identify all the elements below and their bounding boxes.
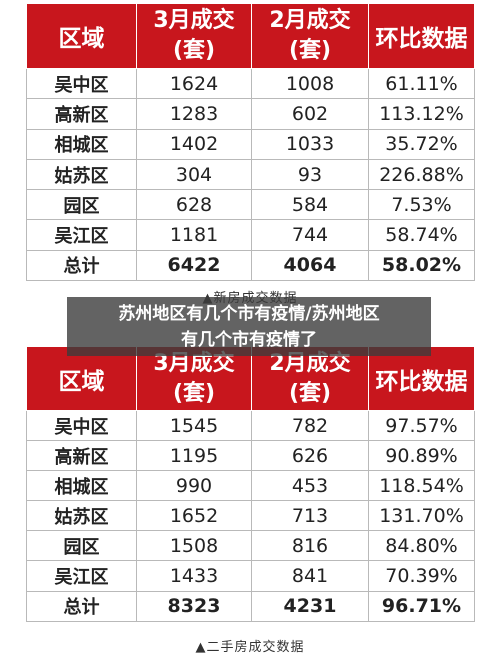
second-hand-house-table: 区域 3月成交 (套) 2月成交 (套) 环比数据 吴中区 1545 782 9… (26, 346, 475, 622)
march-total-cell: 8323 (136, 590, 252, 622)
table-row: 园区 1508 816 84.80% (26, 530, 475, 562)
march-cell: 1508 (136, 530, 252, 562)
district-cell: 相城区 (26, 128, 137, 160)
district-cell: 吴江区 (26, 219, 137, 251)
change-cell: 70.39% (368, 560, 475, 592)
district-cell: 高新区 (26, 440, 137, 472)
march-cell: 1545 (136, 409, 252, 442)
february-cell: 584 (251, 189, 369, 221)
overlay-title-line-2: 有几个市有疫情了 (181, 330, 317, 350)
table-row: 吴中区 1545 782 97.57% (26, 409, 475, 442)
february-cell: 841 (251, 560, 369, 592)
second-hand-house-caption: ▲二手房成交数据 (195, 640, 305, 655)
table-row: 姑苏区 1652 713 131.70% (26, 500, 475, 532)
change-cell: 58.74% (368, 219, 475, 251)
february-cell: 93 (251, 158, 369, 191)
header-march-unit: (套) (172, 38, 216, 63)
change-cell: 35.72% (368, 128, 475, 160)
march-cell: 628 (136, 189, 252, 221)
change-cell: 7.53% (368, 189, 475, 221)
header-march-unit: (套) (172, 380, 216, 406)
march-cell: 1181 (136, 219, 252, 251)
district-cell: 园区 (26, 189, 137, 221)
table-row: 吴江区 1181 744 58.74% (26, 219, 475, 251)
march-cell: 1283 (136, 98, 252, 130)
february-cell: 816 (251, 530, 369, 562)
february-cell: 782 (251, 409, 369, 442)
table-row: 高新区 1283 602 113.12% (26, 98, 475, 130)
total-row: 总计 6422 4064 58.02% (26, 249, 475, 282)
table-header-row: 区域 3月成交 (套) 2月成交 (套) 环比数据 (26, 3, 475, 69)
march-cell: 304 (136, 158, 252, 191)
february-cell: 1033 (251, 128, 369, 160)
change-cell: 90.89% (368, 440, 475, 472)
district-cell: 吴中区 (26, 409, 137, 442)
change-cell: 97.57% (368, 409, 475, 442)
total-row: 总计 8323 4231 96.71% (26, 590, 475, 622)
table-header-row: 区域 3月成交 (套) 2月成交 (套) 环比数据 (26, 346, 475, 411)
march-cell: 1652 (136, 500, 252, 532)
district-cell: 吴中区 (26, 67, 137, 100)
february-cell: 713 (251, 500, 369, 532)
header-february-unit: (套) (288, 38, 332, 63)
february-cell: 1008 (251, 67, 369, 100)
district-cell: 高新区 (26, 98, 137, 130)
district-cell: 园区 (26, 530, 137, 562)
february-cell: 602 (251, 98, 369, 130)
change-cell: 61.11% (368, 67, 475, 100)
february-total-cell: 4064 (251, 249, 369, 282)
total-label-cell: 总计 (26, 249, 137, 282)
table-row: 相城区 1402 1033 35.72% (26, 128, 475, 160)
header-mom-change: 环比数据 (368, 346, 475, 411)
table-row: 吴江区 1433 841 70.39% (26, 560, 475, 592)
march-cell: 1433 (136, 560, 252, 592)
header-march: 3月成交 (套) (136, 3, 252, 69)
february-cell: 744 (251, 219, 369, 251)
title-overlay: 苏州地区有几个市有疫情/苏州地区 有几个市有疫情了 (67, 297, 431, 356)
february-cell: 453 (251, 470, 369, 502)
header-february-unit: (套) (288, 380, 332, 406)
header-february-title: 2月成交 (269, 8, 351, 33)
district-cell: 相城区 (26, 470, 137, 502)
february-total-cell: 4231 (251, 590, 369, 622)
header-february: 2月成交 (套) (251, 3, 369, 69)
change-cell: 131.70% (368, 500, 475, 532)
change-cell: 84.80% (368, 530, 475, 562)
change-cell: 226.88% (368, 158, 475, 191)
table-row: 相城区 990 453 118.54% (26, 470, 475, 502)
table-row: 姑苏区 304 93 226.88% (26, 158, 475, 191)
total-label-cell: 总计 (26, 590, 137, 622)
header-february: 2月成交 (套) (251, 346, 369, 411)
header-district: 区域 (26, 3, 137, 69)
header-district: 区域 (26, 346, 137, 411)
table-row: 高新区 1195 626 90.89% (26, 440, 475, 472)
district-cell: 吴江区 (26, 560, 137, 592)
change-cell: 113.12% (368, 98, 475, 130)
change-total-cell: 58.02% (368, 249, 475, 282)
march-total-cell: 6422 (136, 249, 252, 282)
march-cell: 1624 (136, 67, 252, 100)
district-cell: 姑苏区 (26, 158, 137, 191)
table-row: 园区 628 584 7.53% (26, 189, 475, 221)
march-cell: 1195 (136, 440, 252, 472)
table-row: 吴中区 1624 1008 61.11% (26, 67, 475, 100)
district-cell: 姑苏区 (26, 500, 137, 532)
header-march-title: 3月成交 (153, 8, 235, 33)
header-mom-change: 环比数据 (368, 3, 475, 69)
march-cell: 990 (136, 470, 252, 502)
change-total-cell: 96.71% (368, 590, 475, 622)
change-cell: 118.54% (368, 470, 475, 502)
overlay-title-line-1: 苏州地区有几个市有疫情/苏州地区 (118, 304, 380, 324)
february-cell: 626 (251, 440, 369, 472)
march-cell: 1402 (136, 128, 252, 160)
header-march: 3月成交 (套) (136, 346, 252, 411)
new-house-table: 区域 3月成交 (套) 2月成交 (套) 环比数据 吴中区 1624 1008 … (26, 3, 475, 282)
